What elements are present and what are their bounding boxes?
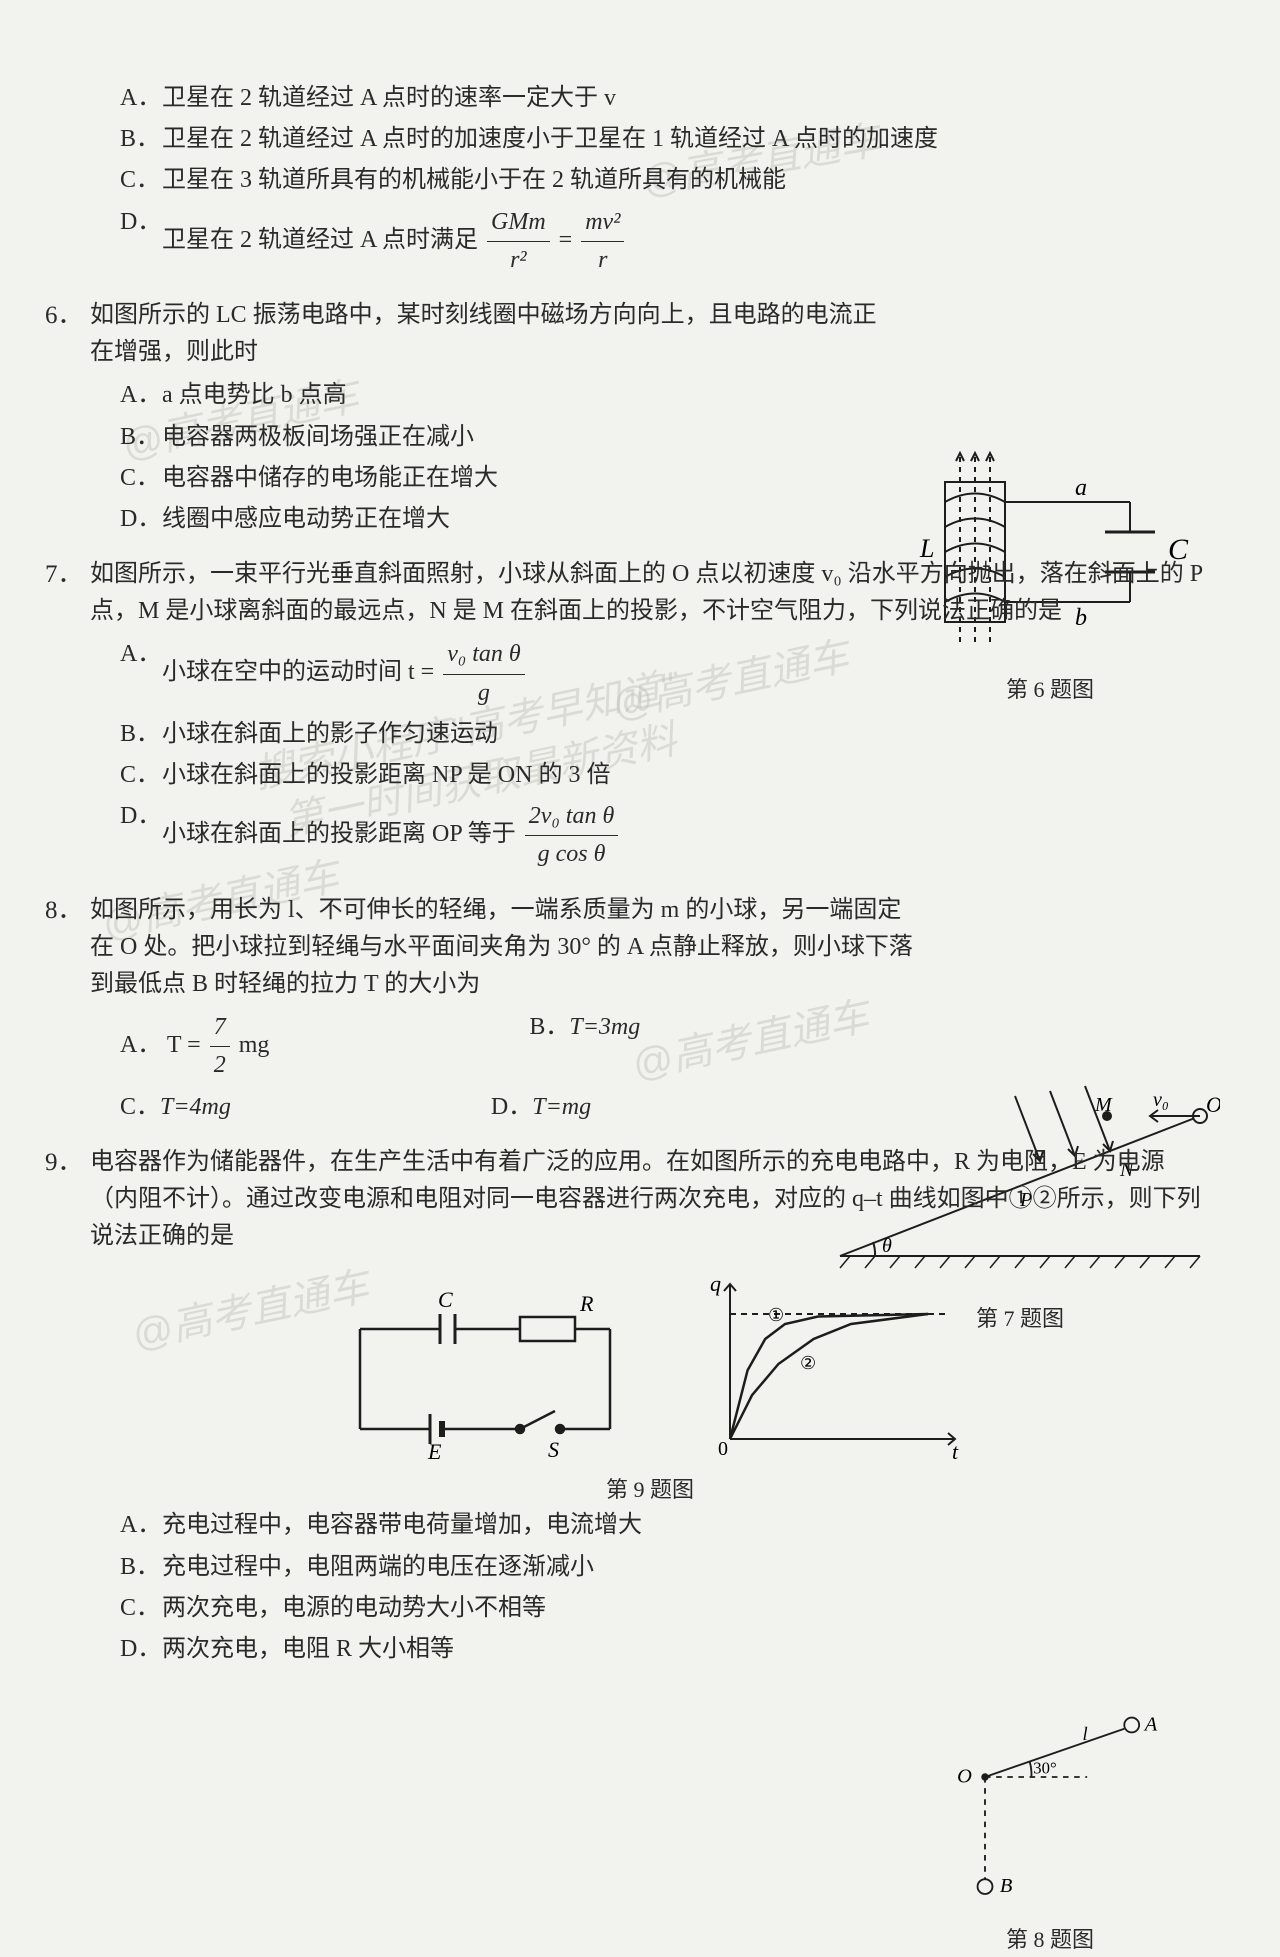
svg-text:C: C	[438, 1289, 453, 1312]
q7-option-b: B．小球在斜面上的影子作匀速运动	[120, 716, 1210, 753]
question-5-options: A．卫星在 2 轨道经过 A 点时的速率一定大于 v B．卫星在 2 轨道经过 …	[90, 80, 1210, 279]
q5-option-a: A．卫星在 2 轨道经过 A 点时的速率一定大于 v	[120, 80, 1210, 117]
q9-stem: 电容器作为储能器件，在生产生活中有着广泛的应用。在如图所示的充电电路中，R 为电…	[90, 1144, 1210, 1256]
q8-row1: A． T = 72 mg B．T=3mg	[120, 1009, 1210, 1084]
figure-9-circuit: C R E S	[330, 1289, 630, 1469]
question-9: 9． 电容器作为储能器件，在生产生活中有着广泛的应用。在如图所示的充电电路中，R…	[90, 1144, 1210, 1668]
svg-text:30°: 30°	[1033, 1758, 1056, 1777]
q5-option-b: B．卫星在 2 轨道经过 A 点时的加速度小于卫星在 1 轨道经过 A 点时的加…	[120, 121, 1210, 158]
q6-option-a: A．a 点电势比 b 点高	[120, 377, 1210, 414]
svg-text:0: 0	[718, 1438, 728, 1460]
question-8: 8． 如图所示，用长为 l、不可伸长的轻绳，一端系质量为 m 的小球，另一端固定…	[90, 892, 1210, 1126]
q9-option-c: C．两次充电，电源的电动势大小不相等	[120, 1590, 1210, 1627]
figure-9-graph: q t 0 ① ②	[690, 1269, 970, 1469]
svg-text:E: E	[427, 1439, 442, 1464]
q7-number: 7．	[45, 556, 83, 595]
q5-option-c: C．卫星在 3 轨道所具有的机械能小于在 2 轨道所具有的机械能	[120, 162, 1210, 199]
figure-9: C R E S q t 0 ① ②	[90, 1269, 1210, 1469]
q8-number: 8．	[45, 892, 83, 931]
q5-option-c-text: 卫星在 3 轨道所具有的机械能小于在 2 轨道所具有的机械能	[162, 162, 1210, 199]
question-6: 6． 如图所示的 LC 振荡电路中，某时刻线圈中磁场方向向上，且电路的电流正在增…	[90, 297, 1210, 538]
q8-option-b: B．T=3mg	[529, 1009, 640, 1084]
q9-option-d: D．两次充电，电阻 R 大小相等	[120, 1631, 1210, 1668]
q5-option-b-text: 卫星在 2 轨道经过 A 点时的加速度小于卫星在 1 轨道经过 A 点时的加速度	[162, 121, 1210, 158]
svg-text:l: l	[1083, 1723, 1088, 1744]
q8-option-a: A． T = 72 mg	[120, 1009, 269, 1084]
q6-stem: 如图所示的 LC 振荡电路中，某时刻线圈中磁场方向向上，且电路的电流正在增强，则…	[90, 297, 1210, 371]
q5-d-frac1: GMmr²	[487, 204, 550, 279]
svg-text:a: a	[1075, 475, 1087, 501]
q5-d-frac2: mv²r	[581, 204, 624, 279]
q5-option-d: D． 卫星在 2 轨道经过 A 点时满足 GMmr² = mv²r	[120, 204, 1210, 279]
q5-option-a-text: 卫星在 2 轨道经过 A 点时的速率一定大于 v	[162, 80, 1210, 117]
q5-d-pre: 卫星在 2 轨道经过 A 点时满足	[162, 227, 484, 253]
q7-stem: 如图所示，一束平行光垂直斜面照射，小球从斜面上的 O 点以初速度 v₀ 沿水平方…	[90, 556, 1210, 630]
figure-8-svg: O A B l 30°	[920, 1712, 1180, 1907]
q9-number: 9．	[45, 1144, 83, 1183]
q8-option-d: D．T=mg	[491, 1089, 591, 1126]
svg-text:B: B	[1000, 1875, 1013, 1897]
svg-text:O: O	[957, 1765, 972, 1787]
q7-option-a: A． 小球在空中的运动时间 t = v₀ tan θg	[120, 636, 1210, 711]
q7-option-d: D． 小球在斜面上的投影距离 OP 等于 2v₀ tan θg cos θ	[120, 798, 1210, 873]
svg-text:R: R	[579, 1291, 594, 1316]
svg-text:S: S	[548, 1437, 559, 1462]
q5-d-mid: =	[559, 227, 579, 253]
q7-option-c: C．小球在斜面上的投影距离 NP 是 ON 的 3 倍	[120, 757, 1210, 794]
svg-text:q: q	[710, 1271, 721, 1296]
figure-8: O A B l 30° 第 8 题图	[920, 1712, 1180, 1957]
question-7: 7． 如图所示，一束平行光垂直斜面照射，小球从斜面上的 O 点以初速度 v₀ 沿…	[90, 556, 1210, 874]
figure-8-caption: 第 8 题图	[920, 1923, 1180, 1957]
q8-row2: C．T=4mg D．T=mg	[120, 1089, 1210, 1126]
q8-stem: 如图所示，用长为 l、不可伸长的轻绳，一端系质量为 m 的小球，另一端固定在 O…	[90, 892, 1210, 1004]
q9-option-b: B．充电过程中，电阻两端的电压在逐渐减小	[120, 1549, 1210, 1586]
q6-number: 6．	[45, 297, 83, 336]
q8-option-c: C．T=4mg	[120, 1089, 231, 1126]
svg-text:②: ②	[800, 1353, 816, 1373]
svg-text:t: t	[952, 1439, 959, 1464]
q9-option-a: A．充电过程中，电容器带电荷量增加，电流增大	[120, 1507, 1210, 1544]
svg-text:①: ①	[768, 1305, 784, 1325]
figure-9-caption: 第 9 题图	[90, 1473, 1210, 1507]
svg-text:A: A	[1143, 1713, 1158, 1735]
